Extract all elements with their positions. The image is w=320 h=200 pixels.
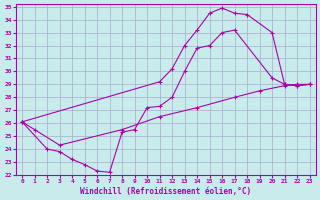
X-axis label: Windchill (Refroidissement éolien,°C): Windchill (Refroidissement éolien,°C) — [80, 187, 252, 196]
